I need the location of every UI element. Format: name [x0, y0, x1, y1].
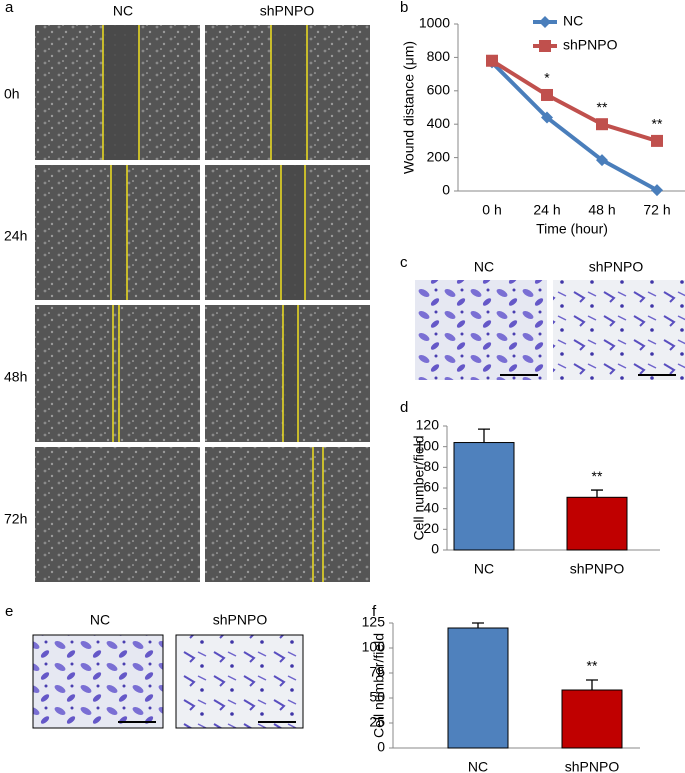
- bar: [453, 442, 515, 551]
- column-header: shPNPO: [260, 3, 315, 19]
- significance: *: [544, 70, 550, 86]
- series-line: [490, 60, 658, 192]
- error-bar: [586, 679, 598, 690]
- point: [651, 134, 663, 147]
- bar: [561, 689, 623, 749]
- y-tick-label: 120: [416, 417, 440, 433]
- legend-marker: [539, 16, 551, 28]
- y-tick-label: 80: [423, 458, 439, 474]
- legend-label: shPNPO: [563, 37, 618, 53]
- panel-label: f: [372, 603, 377, 620]
- y-tick-label: 800: [427, 48, 451, 64]
- series-line: [490, 59, 658, 143]
- panel-label: c: [400, 254, 408, 271]
- column-header: shPNPO: [589, 259, 644, 275]
- panel-label: a: [5, 0, 14, 16]
- row-label: 0h: [4, 86, 20, 102]
- x-tick-label: NC: [468, 759, 488, 773]
- y-tick-label: 200: [427, 148, 451, 164]
- x-tick-label: shPNPO: [565, 759, 620, 773]
- point: [651, 184, 663, 197]
- y-tick-label: 1000: [419, 15, 450, 31]
- legend-label: NC: [563, 13, 583, 29]
- point: [486, 54, 498, 67]
- legend-marker: [539, 40, 551, 52]
- panel-label: d: [400, 399, 408, 416]
- point: [541, 111, 553, 124]
- y-tick-label: 25: [369, 714, 385, 730]
- y-tick-label: 100: [416, 437, 440, 453]
- y-tick-label: 0: [442, 182, 450, 198]
- point: [541, 88, 553, 101]
- x-tick-label: NC: [474, 561, 494, 577]
- column-header: NC: [474, 259, 494, 275]
- point: [596, 154, 608, 167]
- error-bar: [478, 428, 490, 443]
- microscopy-images: [32, 25, 685, 729]
- column-header: NC: [113, 3, 133, 19]
- row-label: 72h: [4, 511, 27, 527]
- column-header: NC: [90, 612, 110, 628]
- column-header: shPNPO: [213, 612, 268, 628]
- point: [596, 118, 608, 131]
- row-label: 24h: [4, 228, 27, 244]
- significance: **: [587, 658, 598, 674]
- y-tick-label: 100: [362, 639, 386, 655]
- error-bar: [472, 622, 484, 628]
- y-tick-label: 50: [369, 689, 385, 705]
- panel-label: e: [5, 603, 13, 620]
- y-tick-label: 60: [423, 479, 439, 495]
- y-tick-label: 75: [369, 664, 385, 680]
- y-tick-label: 20: [423, 520, 439, 536]
- error-bar: [591, 489, 603, 498]
- bar: [566, 496, 628, 551]
- significance: **: [592, 468, 603, 484]
- x-tick-label: 72 h: [643, 202, 670, 218]
- y-axis-label: Cell number/field: [411, 435, 427, 540]
- y-tick-label: 125: [362, 614, 386, 630]
- x-axis-label: Time (hour): [536, 221, 608, 237]
- y-axis-label: Wound distance (μm): [401, 41, 417, 174]
- x-tick-label: shPNPO: [570, 561, 625, 577]
- y-tick-label: 0: [431, 541, 439, 557]
- y-tick-label: 0: [377, 739, 385, 755]
- y-tick-label: 400: [427, 115, 451, 131]
- x-tick-label: 0 h: [482, 202, 501, 218]
- bar: [447, 627, 509, 749]
- row-label: 48h: [4, 369, 27, 385]
- significance: **: [652, 116, 663, 132]
- panel-label: b: [400, 0, 408, 16]
- x-tick-label: 24 h: [533, 202, 560, 218]
- y-tick-label: 600: [427, 82, 451, 98]
- x-tick-label: 48 h: [588, 202, 615, 218]
- y-axis-label: Cell number/field: [371, 633, 387, 738]
- y-tick-label: 40: [423, 499, 439, 515]
- significance: **: [597, 99, 608, 115]
